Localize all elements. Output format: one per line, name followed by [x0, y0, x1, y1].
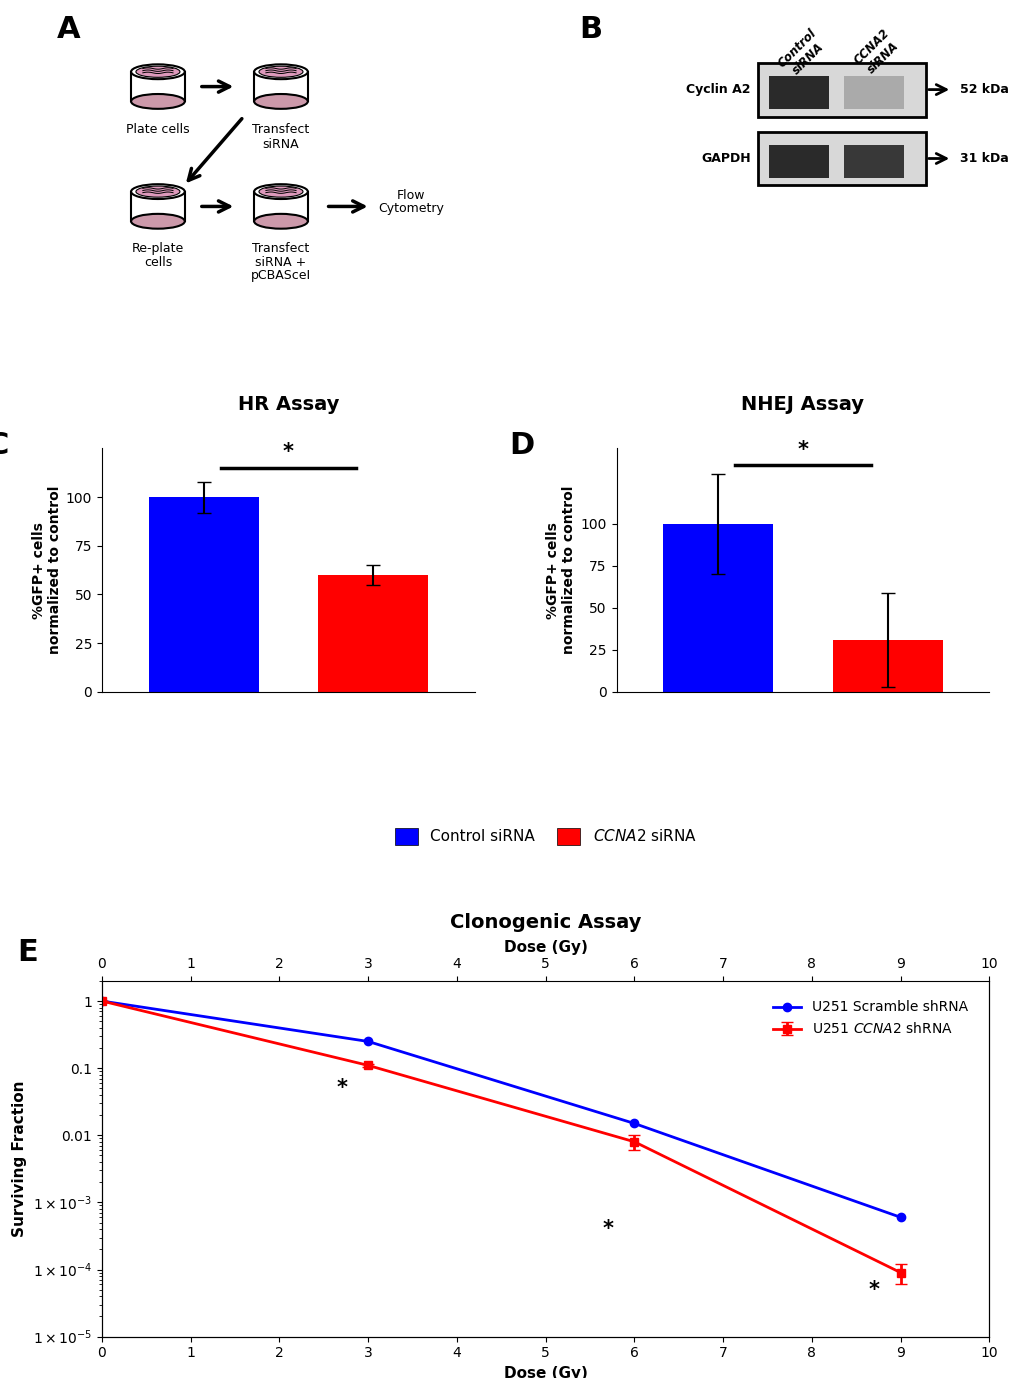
Text: Transfect: Transfect — [252, 243, 310, 255]
Text: CCNA2
siRNA: CCNA2 siRNA — [851, 26, 902, 77]
Ellipse shape — [254, 185, 308, 198]
Ellipse shape — [131, 65, 184, 79]
Text: E: E — [17, 938, 39, 967]
Text: *: * — [797, 440, 808, 460]
Title: Clonogenic Assay: Clonogenic Assay — [449, 914, 641, 933]
FancyBboxPatch shape — [131, 192, 184, 222]
Text: *: * — [282, 442, 293, 462]
Legend: U251 Scramble shRNA, U251 $CCNA2$ shRNA: U251 Scramble shRNA, U251 $CCNA2$ shRNA — [766, 995, 972, 1042]
Y-axis label: %GFP+ cells
normalized to control: %GFP+ cells normalized to control — [32, 486, 62, 655]
Text: *: * — [602, 1220, 612, 1239]
Text: A: A — [57, 15, 81, 44]
Bar — [757, 62, 925, 117]
Bar — [832, 639, 942, 692]
FancyBboxPatch shape — [131, 72, 184, 102]
U251 Scramble shRNA — [96, 992, 108, 1009]
Text: siRNA +: siRNA + — [255, 256, 307, 269]
Text: Flow: Flow — [396, 189, 425, 203]
Text: Cyclin A2: Cyclin A2 — [686, 83, 750, 96]
FancyBboxPatch shape — [254, 192, 308, 222]
U251 Scramble shRNA — [894, 1209, 906, 1225]
Y-axis label: Surviving Fraction: Surviving Fraction — [12, 1080, 28, 1237]
Text: Re-plate: Re-plate — [131, 243, 183, 255]
Ellipse shape — [136, 66, 179, 77]
Text: GAPDH: GAPDH — [700, 152, 750, 165]
Ellipse shape — [131, 214, 184, 229]
Text: B: B — [579, 15, 602, 44]
Bar — [662, 524, 772, 692]
Title: HR Assay: HR Assay — [237, 394, 338, 413]
Bar — [768, 76, 828, 109]
U251 Scramble shRNA — [362, 1034, 374, 1050]
X-axis label: Dose (Gy): Dose (Gy) — [503, 940, 587, 955]
Ellipse shape — [259, 186, 303, 197]
Text: 52 kDa: 52 kDa — [959, 83, 1008, 96]
Bar — [843, 76, 903, 109]
U251 Scramble shRNA — [628, 1115, 640, 1131]
Ellipse shape — [259, 66, 303, 77]
Text: C: C — [0, 431, 9, 460]
Text: *: * — [868, 1280, 878, 1299]
FancyBboxPatch shape — [254, 72, 308, 102]
Text: cells: cells — [144, 256, 172, 269]
Text: D: D — [508, 431, 534, 460]
Title: NHEJ Assay: NHEJ Assay — [741, 394, 864, 413]
Ellipse shape — [131, 94, 184, 109]
Text: Plate cells: Plate cells — [126, 123, 190, 135]
Ellipse shape — [131, 185, 184, 198]
Ellipse shape — [136, 186, 179, 197]
Ellipse shape — [254, 214, 308, 229]
Text: *: * — [336, 1079, 346, 1098]
Ellipse shape — [254, 94, 308, 109]
Bar — [843, 145, 903, 178]
Bar — [149, 497, 259, 692]
Bar — [318, 575, 428, 692]
Bar — [757, 131, 925, 186]
Text: Transfect: Transfect — [252, 123, 310, 135]
Text: Cytometry: Cytometry — [378, 203, 444, 215]
X-axis label: Dose (Gy): Dose (Gy) — [503, 1366, 587, 1378]
Ellipse shape — [254, 65, 308, 79]
Y-axis label: %GFP+ cells
normalized to control: %GFP+ cells normalized to control — [545, 486, 576, 655]
Text: siRNA: siRNA — [263, 138, 299, 150]
Text: Control
siRNA: Control siRNA — [775, 26, 829, 81]
Legend: Control siRNA, $CCNA2$ siRNA: Control siRNA, $CCNA2$ siRNA — [394, 828, 696, 845]
Line: U251 Scramble shRNA: U251 Scramble shRNA — [98, 996, 904, 1221]
Bar — [768, 145, 828, 178]
Text: pCBASceI: pCBASceI — [251, 269, 311, 282]
Text: 31 kDa: 31 kDa — [959, 152, 1008, 165]
